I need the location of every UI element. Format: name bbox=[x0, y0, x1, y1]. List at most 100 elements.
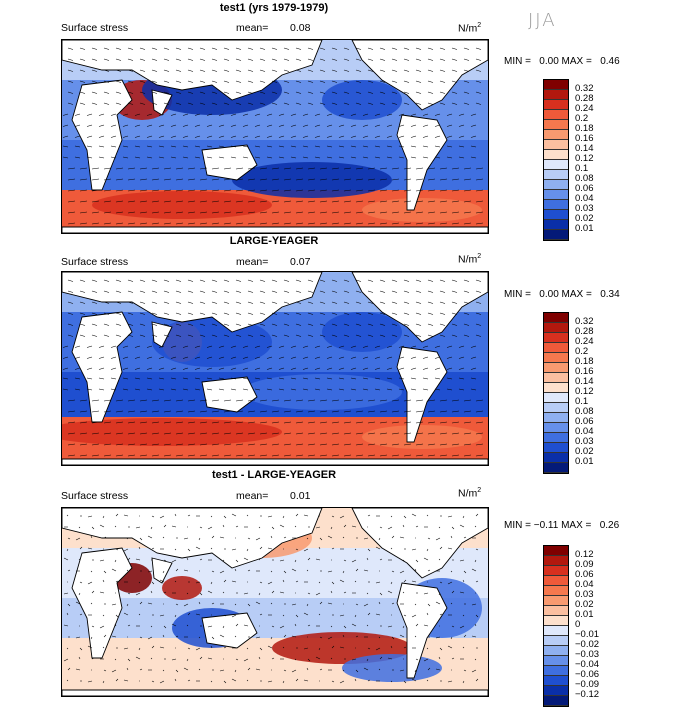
wind-vector bbox=[403, 579, 407, 583]
wind-vector bbox=[183, 569, 189, 572]
wind-vector bbox=[187, 200, 196, 203]
wind-vector bbox=[327, 602, 333, 605]
wind-vector bbox=[427, 69, 434, 72]
wind-vector bbox=[151, 301, 158, 304]
wind-vector bbox=[439, 432, 448, 435]
wind-vector bbox=[302, 367, 309, 370]
wind-vector bbox=[307, 592, 311, 595]
field-feature bbox=[62, 418, 282, 446]
wind-vector bbox=[283, 570, 287, 574]
wind-vector bbox=[223, 290, 230, 293]
wind-vector bbox=[151, 410, 160, 413]
wind-vector bbox=[175, 603, 179, 606]
wind-vector bbox=[163, 80, 170, 83]
wind-vector bbox=[139, 399, 148, 402]
wind-vector bbox=[235, 102, 242, 105]
wind-vector bbox=[290, 388, 297, 391]
wind-vector bbox=[379, 189, 388, 192]
wind-vector bbox=[411, 513, 417, 517]
wind-vector bbox=[90, 636, 93, 640]
wind-vector bbox=[415, 399, 424, 402]
wind-vector bbox=[115, 222, 124, 225]
wind-vector bbox=[74, 124, 81, 127]
colorbar-swatch bbox=[544, 616, 568, 626]
wind-vector bbox=[374, 345, 381, 348]
wind-vector bbox=[219, 634, 225, 638]
wind-vector bbox=[387, 625, 393, 628]
wind-vector bbox=[379, 399, 388, 402]
colorbar-tick-label: 0.14 bbox=[575, 143, 594, 154]
wind-vector bbox=[475, 80, 482, 83]
wind-vector bbox=[207, 526, 213, 530]
wind-vector bbox=[326, 135, 333, 138]
wind-vector bbox=[122, 367, 129, 370]
wind-vector bbox=[163, 410, 172, 413]
wind-vector bbox=[115, 301, 122, 304]
wind-vector bbox=[343, 323, 350, 326]
wind-vector bbox=[451, 301, 458, 304]
wind-vector bbox=[67, 189, 76, 192]
wind-vector bbox=[115, 80, 122, 83]
wind-vector bbox=[319, 200, 328, 203]
wind-vector bbox=[319, 454, 328, 457]
wind-vector bbox=[367, 58, 374, 61]
wind-vector bbox=[355, 301, 362, 304]
wind-vector bbox=[271, 312, 278, 315]
wind-vector bbox=[211, 421, 220, 424]
colorbar-swatch bbox=[544, 606, 568, 616]
wind-vector bbox=[79, 167, 88, 170]
wind-vector bbox=[114, 623, 117, 627]
wind-vector bbox=[151, 312, 158, 315]
wind-vector bbox=[342, 634, 345, 638]
field-feature bbox=[232, 162, 392, 198]
wind-vector bbox=[363, 537, 369, 540]
wind-vector bbox=[290, 156, 297, 159]
wind-vector bbox=[247, 189, 256, 192]
wind-vector bbox=[123, 647, 129, 650]
colorbar-tick-label: 0.02 bbox=[575, 599, 594, 610]
wind-vector bbox=[470, 113, 477, 116]
wind-vector bbox=[235, 410, 244, 413]
wind-vector bbox=[403, 211, 412, 214]
wind-vector bbox=[295, 301, 302, 304]
wind-vector bbox=[103, 211, 112, 214]
wind-vector bbox=[211, 47, 218, 50]
wind-vector bbox=[151, 290, 158, 293]
wind-vector bbox=[139, 323, 146, 326]
wind-vector bbox=[103, 102, 110, 105]
wind-vector bbox=[338, 135, 345, 138]
wind-vector bbox=[175, 432, 184, 435]
wind-vector bbox=[231, 513, 237, 517]
wind-vector bbox=[267, 515, 273, 518]
wind-vector bbox=[199, 399, 208, 402]
wind-vector bbox=[163, 91, 170, 94]
wind-vector bbox=[99, 591, 105, 594]
wind-vector bbox=[427, 279, 434, 282]
wind-vector bbox=[271, 590, 275, 594]
wind-vector bbox=[147, 602, 153, 605]
wind-vector bbox=[278, 113, 285, 116]
wind-vector bbox=[414, 603, 417, 606]
wind-vector bbox=[246, 548, 249, 552]
wind-vector bbox=[187, 399, 196, 402]
field-feature bbox=[242, 374, 402, 410]
wind-vector bbox=[175, 211, 184, 214]
wind-vector bbox=[343, 312, 350, 315]
wind-vector bbox=[230, 356, 237, 359]
wind-vector bbox=[403, 432, 412, 435]
panel-1-mean-label: mean= bbox=[236, 22, 269, 34]
wind-vector bbox=[266, 367, 273, 370]
panel-3-colorbar bbox=[543, 545, 569, 707]
wind-vector bbox=[283, 178, 292, 181]
wind-vector bbox=[187, 47, 194, 50]
wind-vector bbox=[403, 102, 410, 105]
wind-vector bbox=[386, 356, 393, 359]
colorbar-swatch bbox=[544, 383, 568, 393]
wind-vector bbox=[79, 47, 86, 50]
colorbar-swatch bbox=[544, 230, 568, 240]
wind-vector bbox=[355, 399, 364, 402]
field-feature bbox=[362, 425, 482, 449]
colorbar-swatch bbox=[544, 80, 568, 90]
wind-vector bbox=[295, 58, 302, 61]
wind-vector bbox=[218, 367, 225, 370]
